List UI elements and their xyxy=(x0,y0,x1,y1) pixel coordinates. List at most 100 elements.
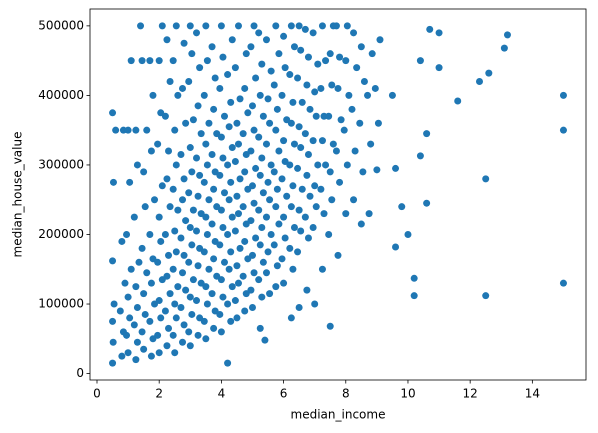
point xyxy=(360,77,368,85)
point xyxy=(322,57,330,65)
point xyxy=(143,126,151,134)
point xyxy=(189,206,197,214)
point xyxy=(147,279,155,287)
point xyxy=(267,230,275,238)
point xyxy=(169,331,177,339)
point xyxy=(373,166,381,174)
point xyxy=(224,71,232,79)
point xyxy=(311,88,319,96)
point xyxy=(169,265,177,273)
point xyxy=(350,196,358,204)
point xyxy=(161,230,169,238)
point xyxy=(234,210,242,218)
point xyxy=(147,147,155,155)
point xyxy=(197,130,205,138)
point xyxy=(275,50,283,58)
y-tick-label: 300000 xyxy=(38,157,84,171)
point xyxy=(217,133,225,141)
point xyxy=(340,126,348,134)
point xyxy=(130,213,138,221)
point xyxy=(241,307,249,315)
point xyxy=(146,230,154,238)
x-axis-label: median_income xyxy=(291,408,386,422)
point xyxy=(247,286,255,294)
point xyxy=(248,182,256,190)
point xyxy=(241,237,249,245)
point xyxy=(227,178,235,186)
points xyxy=(109,22,567,367)
x-tick-label: 2 xyxy=(155,387,163,401)
point xyxy=(140,168,148,176)
point xyxy=(312,203,320,211)
point xyxy=(132,126,140,134)
point xyxy=(205,196,213,204)
point xyxy=(121,279,129,287)
point xyxy=(227,317,235,325)
point xyxy=(314,60,322,68)
point xyxy=(290,224,298,232)
point xyxy=(123,331,131,339)
point xyxy=(188,168,196,176)
point xyxy=(306,192,314,200)
point xyxy=(357,43,365,51)
point xyxy=(262,36,270,44)
axes-frame xyxy=(89,8,587,381)
point xyxy=(298,98,306,106)
point xyxy=(262,140,270,148)
point xyxy=(109,338,117,346)
point xyxy=(289,182,297,190)
point xyxy=(270,241,278,249)
point xyxy=(132,283,140,291)
point xyxy=(329,140,337,148)
point xyxy=(194,102,202,110)
point xyxy=(303,286,311,294)
point xyxy=(143,269,151,277)
point xyxy=(140,345,148,353)
point xyxy=(297,227,305,235)
point xyxy=(225,123,233,131)
point xyxy=(410,274,418,282)
point xyxy=(359,168,367,176)
point xyxy=(138,328,146,336)
point xyxy=(109,178,117,186)
point xyxy=(294,248,302,256)
point xyxy=(388,91,396,99)
point xyxy=(185,328,193,336)
point xyxy=(126,314,134,322)
point xyxy=(258,293,266,301)
point xyxy=(158,182,166,190)
point xyxy=(202,22,210,30)
y-tick-label: 400000 xyxy=(38,88,84,102)
point xyxy=(172,314,180,322)
point xyxy=(353,64,361,72)
point xyxy=(250,22,258,30)
point xyxy=(290,140,298,148)
point xyxy=(259,189,267,197)
point xyxy=(416,57,424,65)
point xyxy=(193,154,201,162)
point xyxy=(294,164,302,172)
point xyxy=(200,317,208,325)
point xyxy=(210,324,218,332)
point xyxy=(281,64,289,72)
point xyxy=(423,130,431,138)
point xyxy=(185,77,193,85)
point xyxy=(266,119,274,127)
point xyxy=(337,116,345,124)
point xyxy=(318,265,326,273)
point xyxy=(171,126,179,134)
point xyxy=(328,196,336,204)
point xyxy=(280,137,288,145)
point xyxy=(202,140,210,148)
point xyxy=(205,119,213,127)
point xyxy=(336,178,344,186)
point xyxy=(217,276,225,284)
point xyxy=(482,292,490,300)
point xyxy=(287,119,295,127)
point xyxy=(193,227,201,235)
point xyxy=(179,196,187,204)
point xyxy=(171,349,179,357)
point xyxy=(210,105,218,113)
point xyxy=(261,336,269,344)
point xyxy=(286,161,294,169)
